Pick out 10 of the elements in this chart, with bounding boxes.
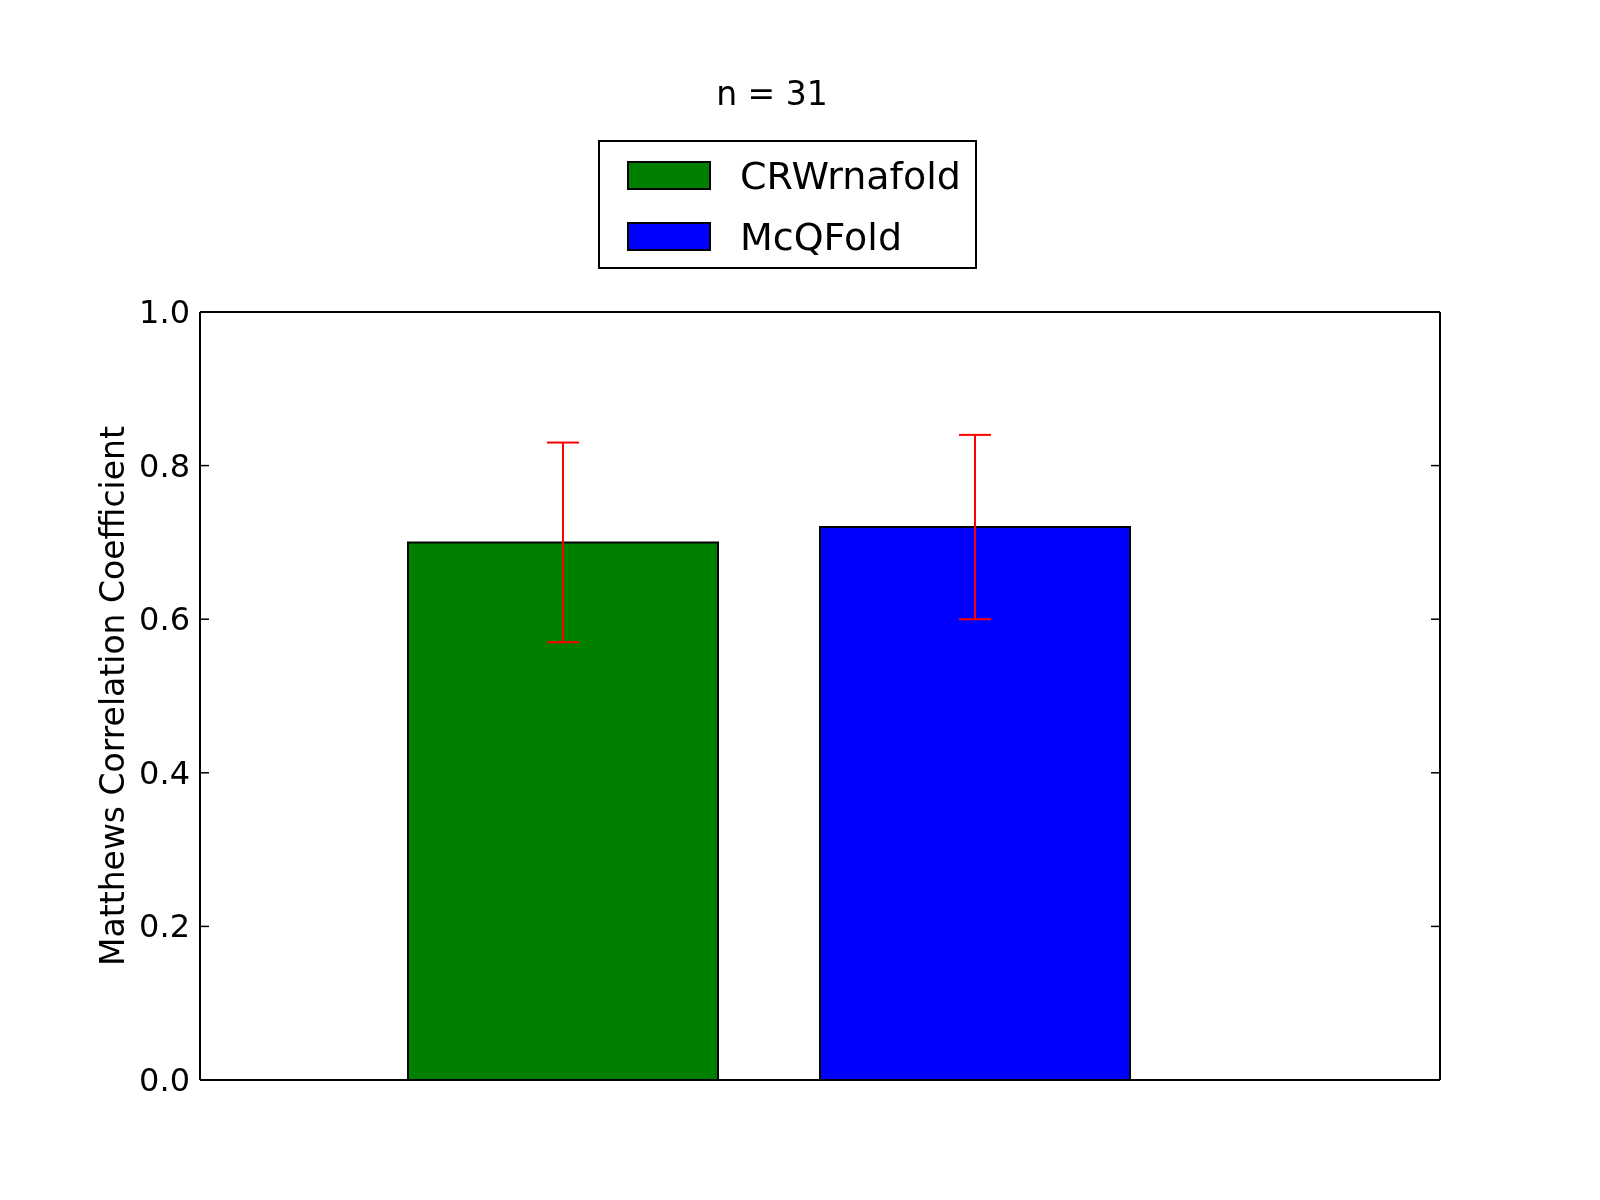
chart-title: n = 31 — [715, 74, 829, 114]
y-tick-label: 0.0 — [139, 1061, 190, 1099]
legend-label: CRWrnafold — [740, 153, 961, 198]
y-tick-label: 0.6 — [139, 600, 190, 639]
legend-label: McQFold — [740, 214, 903, 259]
y-tick-label: 0.4 — [139, 753, 190, 792]
y-tick-label: 0.2 — [139, 907, 190, 946]
y-tick-label: 1.0 — [139, 293, 190, 331]
y-tick-label: 0.8 — [139, 446, 190, 485]
y-axis-title: Matthews Correlation Coefficient — [92, 426, 132, 966]
